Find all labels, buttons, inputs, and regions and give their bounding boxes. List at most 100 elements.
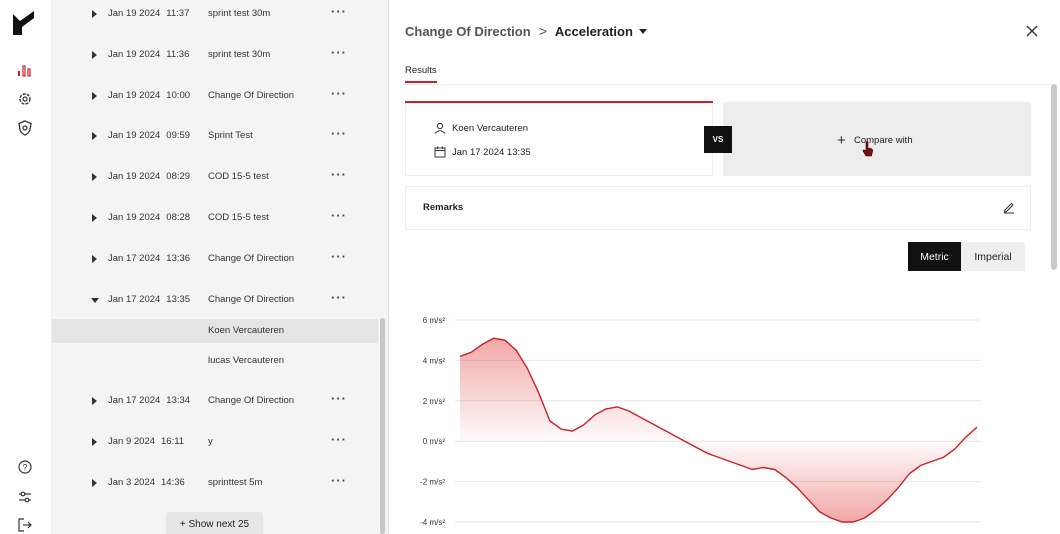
compare-with-button[interactable]: + Compare with [723, 102, 1031, 176]
logout-icon[interactable] [16, 516, 34, 534]
caret-right-icon[interactable] [92, 51, 97, 59]
negative-area [460, 441, 977, 522]
caret-right-icon[interactable] [92, 397, 97, 405]
more-options-icon[interactable]: ··· [331, 86, 347, 101]
more-options-icon[interactable]: ··· [331, 208, 347, 223]
session-row[interactable]: Jan 19 2024 08:29 COD 15-5 test ··· [52, 163, 378, 193]
caret-right-icon[interactable] [92, 479, 97, 487]
plus-icon: + [837, 132, 846, 149]
unit-metric-button[interactable]: Metric [908, 242, 961, 271]
athlete-row[interactable]: lucas Vercauteren [52, 349, 378, 373]
y-tick-label: -2 m/s² [420, 478, 445, 487]
datetime-line: Jan 17 2024 13:35 [434, 146, 531, 158]
session-date: Jan 19 2024 11:36 [108, 49, 190, 60]
session-card: Koen Vercauteren Jan 17 2024 13:35 [405, 102, 713, 176]
close-icon[interactable] [1025, 24, 1039, 38]
caret-down-icon[interactable] [91, 298, 99, 303]
panel-divider [388, 0, 389, 534]
detail-scrollbar[interactable] [1051, 84, 1057, 270]
help-icon[interactable]: ? [16, 458, 34, 476]
session-date: Jan 17 2024 13:35 [108, 294, 191, 305]
more-options-icon[interactable]: ··· [331, 432, 347, 447]
edit-icon[interactable] [1002, 200, 1016, 214]
session-date: Jan 19 2024 09:59 [108, 130, 191, 141]
nav-rail: ? [0, 0, 52, 534]
tab-active-indicator [405, 81, 437, 83]
session-date: Jan 19 2024 11:37 [108, 8, 190, 19]
y-tick-label: -4 m/s² [420, 518, 445, 527]
session-row[interactable]: Jan 17 2024 13:34 Change Of Direction ··· [52, 387, 378, 417]
athlete-row-name: Koen Vercauteren [208, 325, 285, 336]
session-date: Jan 17 2024 13:34 [108, 395, 191, 406]
caret-right-icon[interactable] [92, 92, 97, 100]
session-row[interactable]: Jan 9 2024 16:11 y ··· [52, 428, 378, 458]
session-row[interactable]: Jan 19 2024 09:59 Sprint Test ··· [52, 122, 378, 152]
more-options-icon[interactable]: ··· [331, 45, 347, 60]
analytics-icon[interactable] [16, 60, 34, 78]
session-date: Jan 17 2024 13:36 [108, 253, 191, 264]
unit-toggle: Metric Imperial [908, 242, 1025, 271]
session-name: y [208, 436, 213, 447]
session-name: sprint test 30m [208, 49, 271, 60]
positive-area [460, 338, 977, 442]
detail-panel: Change Of Direction > Acceleration Resul… [389, 0, 1060, 534]
breadcrumb-separator: > [538, 23, 547, 39]
chevron-down-icon[interactable] [638, 28, 647, 34]
session-row[interactable]: Jan 19 2024 08:28 COD 15-5 test ··· [52, 204, 378, 234]
show-next-button[interactable]: + Show next 25 [166, 512, 263, 534]
tab-results[interactable]: Results [405, 65, 437, 76]
session-row[interactable]: Jan 19 2024 11:37 sprint test 30m ··· [52, 0, 378, 30]
session-name: COD 15-5 test [208, 171, 269, 182]
session-row[interactable]: Jan 19 2024 11:36 sprint test 30m ··· [52, 41, 378, 71]
session-row[interactable]: Jan 19 2024 10:00 Change Of Direction ··· [52, 82, 378, 112]
remarks-label: Remarks [423, 202, 464, 213]
session-name: Change Of Direction [208, 253, 295, 264]
more-options-icon[interactable]: ··· [331, 290, 347, 305]
session-name: Change Of Direction [208, 90, 295, 101]
acceleration-chart: 6 m/s² 4 m/s² 2 m/s² 0 m/s² -2 m/s² -4 m/s² [420, 316, 981, 527]
calendar-icon [434, 146, 446, 158]
svg-text:?: ? [22, 463, 27, 473]
caret-right-icon[interactable] [92, 173, 97, 181]
compare-label: Compare with [854, 135, 913, 146]
logo-icon[interactable] [12, 10, 38, 36]
settings-icon[interactable] [16, 90, 34, 108]
more-options-icon[interactable]: ··· [331, 249, 347, 264]
athlete-line: Koen Vercauteren [434, 122, 528, 134]
session-name: Change Of Direction [208, 294, 295, 305]
remarks-box: Remarks [405, 186, 1031, 230]
session-row[interactable]: Jan 3 2024 14:36 sprinttest 5m ··· [52, 469, 378, 499]
breadcrumb-current[interactable]: Acceleration [554, 23, 633, 39]
caret-right-icon[interactable] [92, 214, 97, 222]
y-tick-label: 6 m/s² [423, 316, 446, 325]
session-name: Change Of Direction [208, 395, 295, 406]
caret-right-icon[interactable] [92, 438, 97, 446]
more-options-icon[interactable]: ··· [331, 4, 347, 19]
y-tick-label: 2 m/s² [423, 397, 446, 406]
unit-imperial-button[interactable]: Imperial [961, 242, 1025, 271]
user-icon [434, 122, 446, 134]
athlete-row-name: lucas Vercauteren [208, 355, 285, 366]
shield-icon[interactable] [16, 119, 34, 137]
session-name: sprint test 30m [208, 8, 271, 19]
breadcrumb-parent[interactable]: Change Of Direction [405, 23, 531, 39]
session-datetime: Jan 17 2024 13:35 [452, 146, 531, 158]
more-options-icon[interactable]: ··· [331, 391, 347, 406]
caret-right-icon[interactable] [92, 132, 97, 140]
sliders-icon[interactable] [16, 488, 34, 506]
session-row[interactable]: Jan 17 2024 13:36 Change Of Direction ··· [52, 245, 378, 275]
athlete-row[interactable]: Koen Vercauteren [52, 319, 378, 343]
session-date: Jan 19 2024 10:00 [108, 90, 191, 101]
session-row[interactable]: Jan 17 2024 13:35 Change Of Direction ··· [52, 286, 378, 316]
list-scrollbar[interactable] [380, 318, 385, 534]
acceleration-series-line [459, 337, 978, 523]
breadcrumb: Change Of Direction > Acceleration [405, 23, 647, 39]
caret-right-icon[interactable] [92, 255, 97, 263]
hand-cursor-icon [862, 141, 873, 157]
more-options-icon[interactable]: ··· [331, 126, 347, 141]
more-options-icon[interactable]: ··· [331, 473, 347, 488]
caret-right-icon[interactable] [92, 10, 97, 18]
more-options-icon[interactable]: ··· [331, 167, 347, 182]
session-list: + Show next 25 Jan 19 2024 11:37 sprint te… [52, 0, 388, 534]
card-accent-bar [405, 101, 713, 103]
